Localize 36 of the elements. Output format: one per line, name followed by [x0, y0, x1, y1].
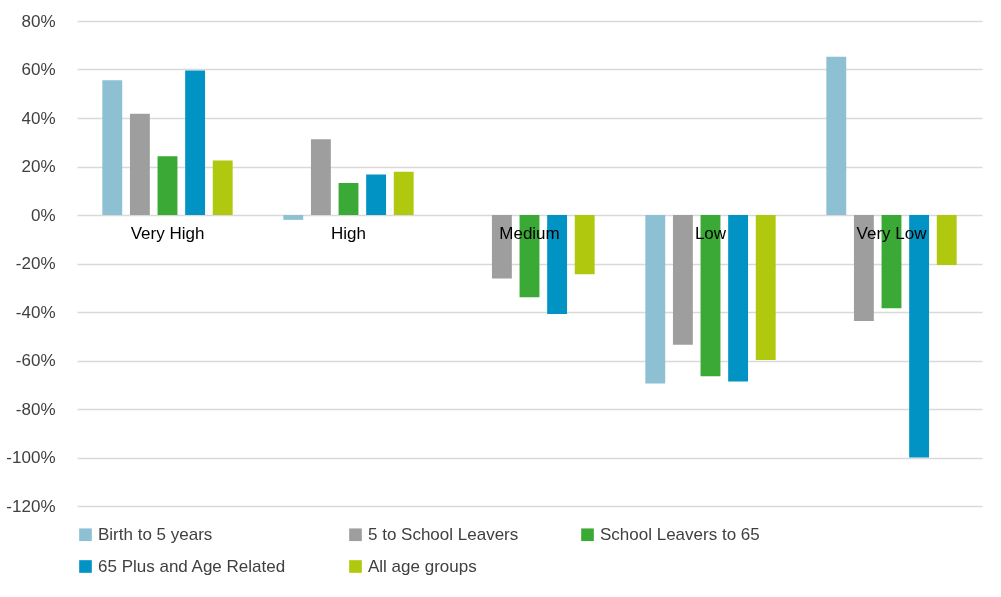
bar — [728, 215, 749, 382]
legend-label: 65 Plus and Age Related — [98, 556, 286, 576]
x-tick-label: Very High — [130, 223, 205, 243]
y-tick-label: -120% — [6, 496, 56, 516]
y-tick-label: 60% — [21, 60, 56, 79]
bar — [826, 56, 847, 215]
bar — [755, 215, 776, 361]
x-tick-label: Medium — [499, 223, 560, 243]
y-tick-label: -60% — [15, 351, 56, 370]
legend-label: All age groups — [368, 556, 477, 576]
y-tick-label: -20% — [15, 254, 56, 273]
bar — [129, 113, 150, 215]
bar — [366, 174, 387, 215]
bar — [936, 215, 957, 265]
legend-label: School Leavers to 65 — [600, 524, 760, 544]
bar — [102, 80, 123, 215]
bar — [645, 215, 666, 384]
y-tick-label: 0% — [30, 205, 56, 225]
legend-label: Birth to 5 years — [98, 524, 213, 544]
y-tick-label: -80% — [15, 399, 56, 419]
bar — [672, 215, 693, 345]
legend-label: 5 to School Leavers — [368, 524, 519, 544]
bar — [157, 156, 178, 215]
y-tick-label: 20% — [21, 157, 56, 176]
bar — [310, 139, 331, 215]
bar — [393, 171, 414, 215]
y-tick-label: 40% — [21, 108, 56, 128]
bar — [283, 215, 304, 220]
y-tick-label: 80% — [21, 11, 56, 31]
y-tick-label: -40% — [15, 302, 56, 322]
x-tick-label: High — [331, 223, 366, 243]
bar — [574, 215, 595, 275]
bar — [338, 182, 359, 215]
bar — [212, 160, 233, 215]
bar — [185, 70, 206, 215]
y-tick-label: -100% — [6, 448, 56, 467]
